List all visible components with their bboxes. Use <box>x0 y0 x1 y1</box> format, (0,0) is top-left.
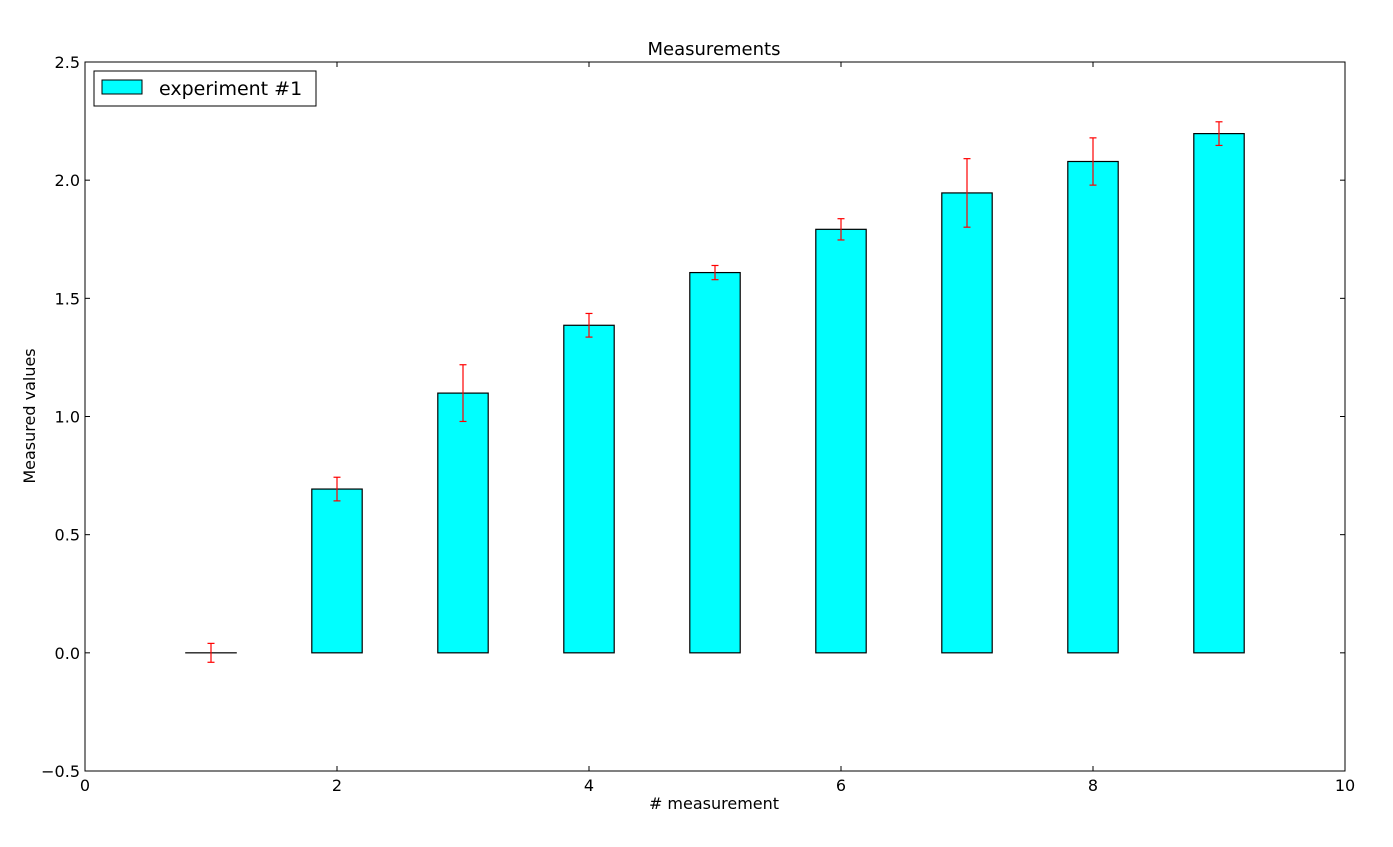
bar <box>941 192 993 654</box>
error-bar <box>207 642 215 663</box>
bars-layer <box>185 133 1245 654</box>
chart-title: Measurements <box>648 39 781 60</box>
error-bar <box>333 476 341 502</box>
x-tick-label: 4 <box>584 776 594 795</box>
bar <box>437 392 489 654</box>
error-bar <box>711 264 719 281</box>
error-bar <box>585 312 593 338</box>
plot-frame <box>84 61 1346 772</box>
x-tick-label: 6 <box>836 776 846 795</box>
error-bar <box>837 218 845 241</box>
x-tick-label: 8 <box>1088 776 1098 795</box>
x-tick-label: 10 <box>1335 776 1355 795</box>
x-axis-label: # measurement <box>649 794 779 813</box>
error-bar <box>1215 121 1223 147</box>
y-tick-label: 2.0 <box>55 171 80 190</box>
x-tick-label: 2 <box>332 776 342 795</box>
legend: experiment #1 <box>93 70 317 107</box>
bar <box>311 488 363 654</box>
bar <box>689 271 741 654</box>
x-tick-label: 0 <box>80 776 90 795</box>
y-tick-label: 1.0 <box>55 408 80 427</box>
y-tick-label: −0.5 <box>41 762 80 781</box>
bar <box>1067 160 1119 654</box>
legend-label: experiment #1 <box>159 78 302 100</box>
bar <box>815 228 867 654</box>
bar <box>1193 133 1245 654</box>
error-bars-layer <box>207 121 1223 663</box>
error-bar <box>459 364 467 423</box>
error-bar <box>963 158 971 228</box>
bar <box>563 324 615 654</box>
y-tick-label: 0.5 <box>55 526 80 545</box>
error-bar <box>1089 137 1097 186</box>
y-axis-label: Measured values <box>20 348 39 483</box>
y-tick-label: 1.5 <box>55 289 80 308</box>
y-tick-label: 0.0 <box>55 644 80 663</box>
legend-swatch <box>101 79 143 95</box>
ticks-layer: 0 2 4 6 8 10 −0.5 0.0 0.5 1.0 1.5 2.0 2.5 <box>41 53 1355 795</box>
y-tick-label: 2.5 <box>55 53 80 72</box>
